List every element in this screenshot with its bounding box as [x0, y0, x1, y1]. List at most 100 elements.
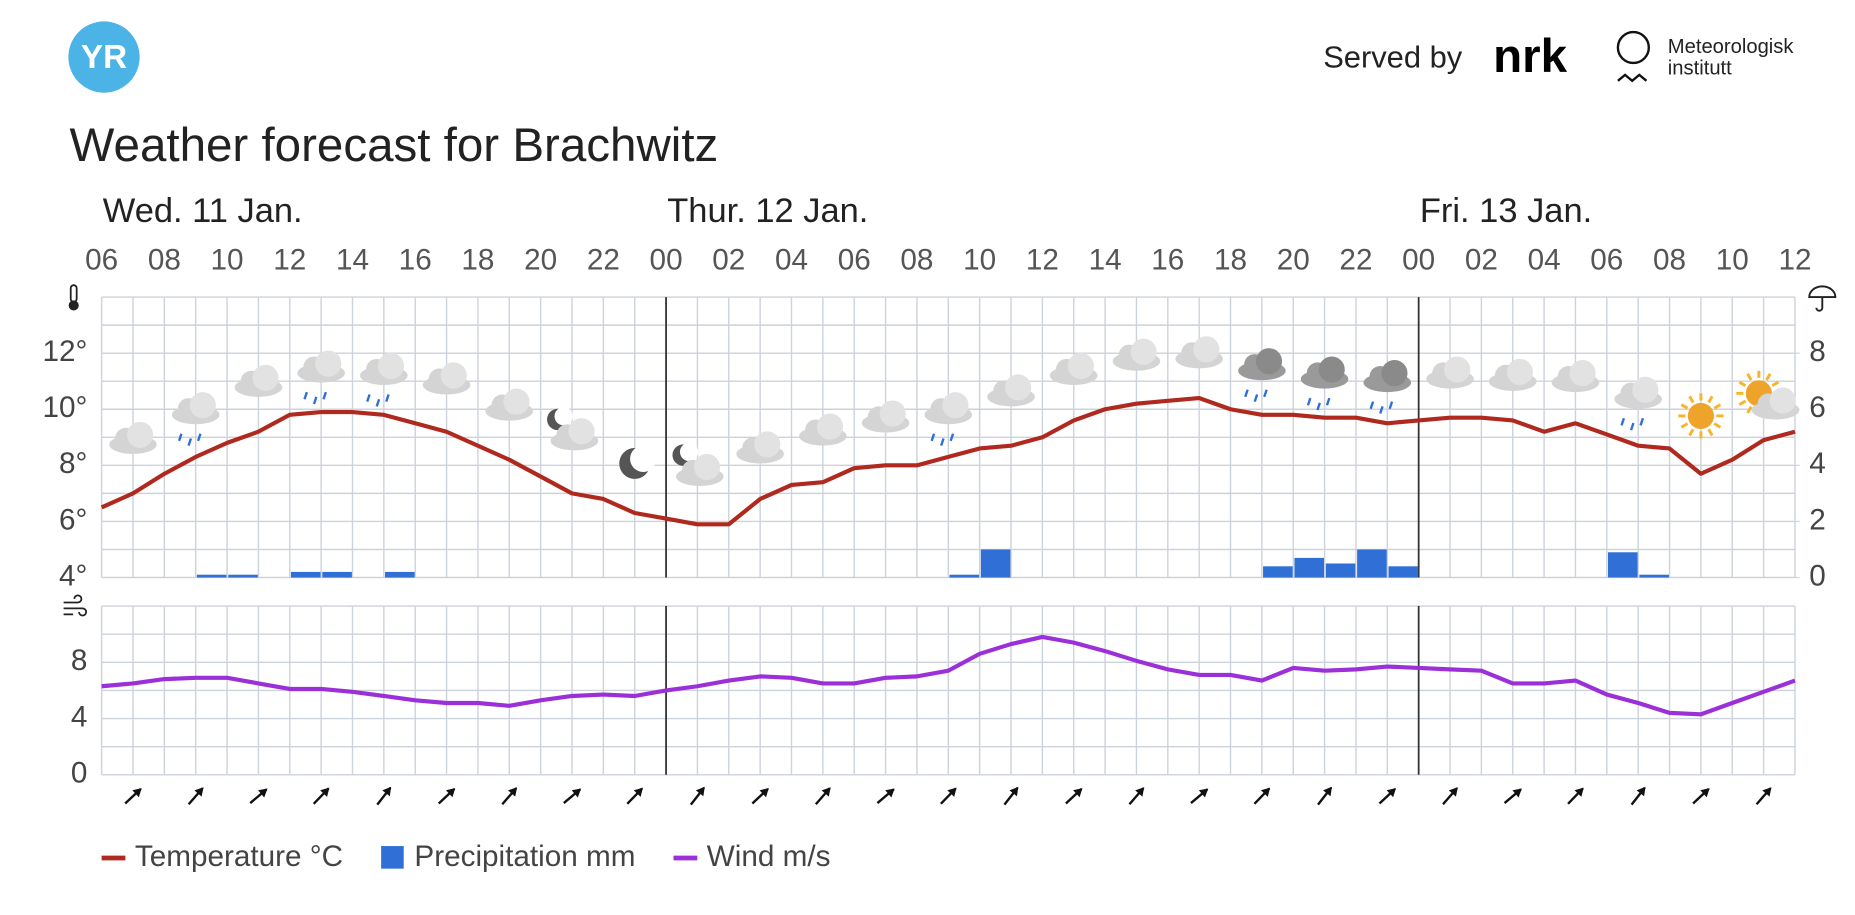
precip-bar [228, 574, 258, 578]
wind-arrow-head [194, 787, 204, 797]
cloud-icon [987, 374, 1035, 407]
precip-bar [1325, 563, 1356, 578]
wind-arrow [437, 788, 456, 805]
y2-tick-label: 8 [1809, 335, 1826, 368]
wind-arrow [563, 788, 582, 804]
sun-ray [1707, 395, 1714, 404]
wind-arrow [1442, 787, 1458, 806]
chart-title: Weather forecast for Brachwitz [70, 119, 719, 172]
precip-bar [385, 571, 415, 578]
cloud-part [1444, 356, 1471, 383]
rain-drop [1620, 417, 1626, 426]
x-tick-label: 14 [1089, 243, 1122, 276]
sun-ray [1713, 403, 1722, 410]
rain-drop [196, 433, 202, 442]
cloud-part [315, 350, 342, 377]
wind-icon [63, 594, 88, 617]
rain-drop [1325, 397, 1331, 406]
y3-tick-label: 8 [71, 644, 88, 677]
rain-drop [1369, 401, 1375, 410]
cloud-part [693, 453, 721, 481]
nrk-logo[interactable]: nrk [1493, 30, 1568, 83]
wind-arrow [312, 787, 330, 805]
cloud-part [189, 392, 216, 419]
cloud-part [1130, 338, 1157, 365]
met-logo-wave [1617, 73, 1648, 83]
wind-arrow-head [759, 788, 769, 798]
x-tick-label: 12 [1778, 243, 1811, 276]
legend-label: Precipitation mm [414, 840, 635, 873]
x-tick-label: 04 [1528, 243, 1561, 276]
wind-arrow [1630, 786, 1646, 806]
cloud-part [377, 352, 405, 380]
x-tick-label: 00 [650, 243, 683, 276]
y2-tick-label: 4 [1809, 447, 1826, 480]
wind-arrow [689, 786, 705, 806]
wind-arrow-head [1260, 787, 1271, 797]
met-logo[interactable] [1616, 30, 1650, 65]
rain-drop [385, 394, 390, 403]
sun-ray [1771, 380, 1780, 387]
precip-bar [1608, 552, 1638, 578]
x-tick-label: 10 [211, 243, 244, 276]
x-tick-label: 02 [712, 243, 745, 276]
cloud-part [1318, 356, 1345, 383]
cloud-icon [1175, 336, 1223, 369]
precip-bar [196, 574, 227, 578]
y2-tick-label: 2 [1809, 503, 1826, 536]
wind-arrow [501, 787, 518, 806]
yr-logo[interactable] [68, 21, 140, 93]
x-tick-label: 18 [461, 243, 494, 276]
wind-arrow-head [1323, 786, 1332, 797]
wind-arrow-head [1512, 788, 1522, 798]
y2-tick-label: 0 [1809, 559, 1826, 592]
rain-drop [1316, 402, 1321, 411]
y-tick-label: 8° [59, 447, 87, 480]
x-tick-label: 16 [399, 243, 432, 276]
cloud-icon [736, 431, 784, 464]
precip-bar [1388, 566, 1419, 578]
wind-arrow-head [1135, 787, 1145, 797]
cloud-icon [1363, 360, 1412, 393]
sun-ray [1738, 399, 1747, 406]
precip-bar [1357, 549, 1387, 578]
x-tick-label: 08 [1653, 243, 1686, 276]
x-tick-label: 20 [1277, 243, 1310, 276]
cloud-part [440, 362, 467, 389]
sun-ray [1688, 428, 1695, 437]
x-tick-label: 12 [273, 243, 306, 276]
rain-drop [1629, 422, 1635, 431]
cloud-icon [297, 350, 345, 383]
x-tick-label: 00 [1402, 243, 1435, 276]
cloud-part [1255, 348, 1283, 375]
precip-bar [949, 574, 980, 578]
y3-tick-label: 4 [71, 700, 88, 733]
wind-arrow-head [508, 787, 518, 797]
rain-drop [1253, 394, 1259, 403]
precip-bar [980, 549, 1011, 578]
wind-arrow [751, 788, 769, 805]
wind-arrow [376, 786, 392, 806]
cloud-icon [234, 364, 283, 397]
cloud-part [1381, 360, 1408, 387]
x-tick-label: 06 [85, 243, 118, 276]
yr-logo-text: YR [81, 39, 127, 76]
wind-arrow [814, 787, 831, 806]
cloud-icon [1112, 338, 1161, 371]
wind-arrow-head [258, 788, 268, 798]
wind-arrow-head [947, 787, 957, 797]
rain-drop [312, 396, 318, 405]
rain-drop [366, 394, 371, 403]
series-line [100, 396, 1796, 527]
rain-drop [1639, 417, 1645, 426]
wind-arrow-head [633, 787, 643, 797]
sun-icon [1687, 402, 1714, 429]
wind-arrow [1065, 788, 1083, 805]
wind-arrow [1692, 788, 1710, 805]
sun-ray [1680, 422, 1689, 429]
x-tick-label: 10 [963, 243, 996, 276]
wind-arrow-head [571, 788, 582, 798]
cloud-icon [799, 413, 847, 446]
